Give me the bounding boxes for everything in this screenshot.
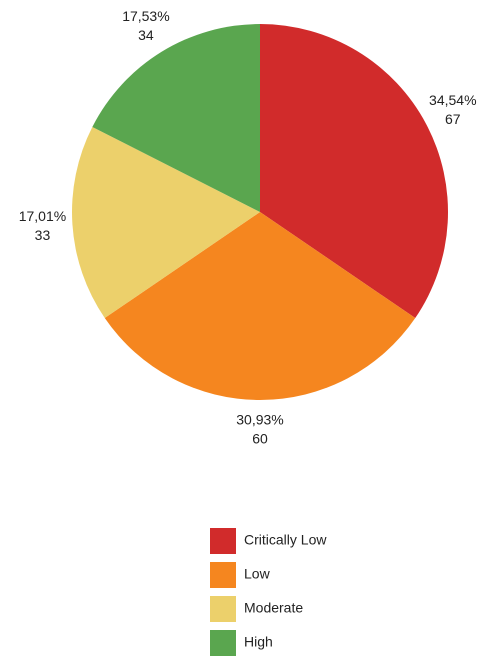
legend-label: High — [244, 634, 273, 650]
slice-count-label: 67 — [445, 111, 461, 127]
slice-count-label: 33 — [35, 227, 51, 243]
slice-percent-label: 34,54% — [429, 92, 476, 108]
pie-slice — [260, 24, 448, 319]
slice-count-label: 60 — [252, 431, 268, 447]
legend-label: Critically Low — [244, 532, 327, 548]
slice-percent-label: 17,01% — [19, 208, 66, 224]
legend-swatch — [210, 630, 236, 656]
pie-slice — [71, 126, 260, 319]
legend-swatch — [210, 562, 236, 588]
legend-swatch — [210, 528, 236, 554]
legend-label: Moderate — [244, 600, 303, 616]
slice-percent-label: 17,53% — [122, 8, 169, 24]
pie-slice — [104, 212, 416, 400]
legend-swatch — [210, 596, 236, 622]
slice-count-label: 34 — [138, 27, 154, 43]
legend-label: Low — [244, 566, 271, 582]
pie-slice — [92, 24, 260, 212]
slice-percent-label: 30,93% — [236, 412, 283, 428]
